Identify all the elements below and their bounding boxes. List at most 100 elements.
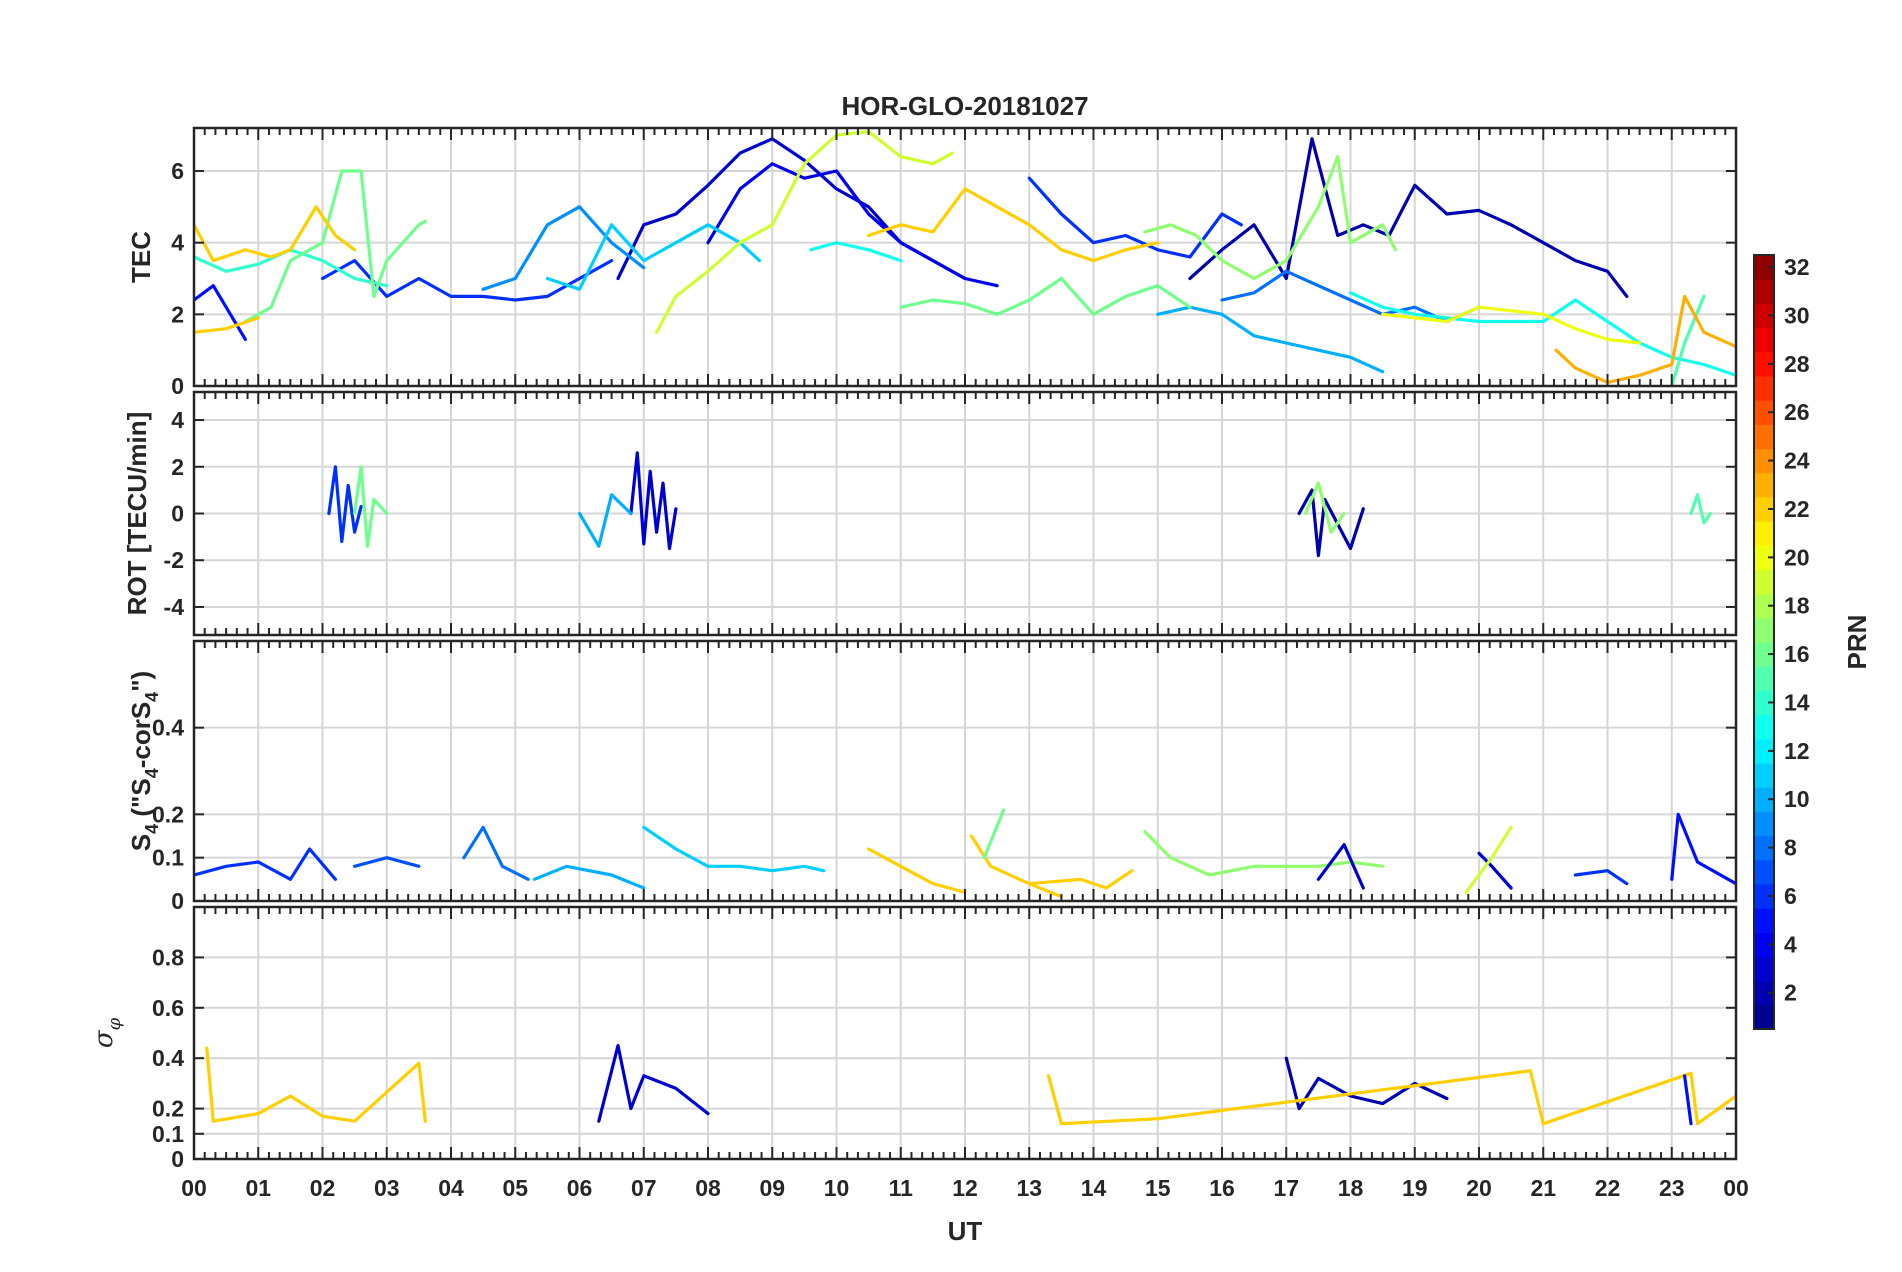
colorbar-tick-label: 14 — [1784, 689, 1810, 715]
y-tick-label: 4 — [171, 230, 184, 256]
x-tick-label: 22 — [1595, 1175, 1621, 1201]
colorbar-tick-label: 18 — [1784, 593, 1810, 619]
x-axis-label: UT — [948, 1216, 983, 1246]
y-tick-label: 6 — [171, 158, 184, 184]
x-tick-label: 08 — [695, 1175, 721, 1201]
colorbar-segment — [1754, 279, 1774, 304]
x-tick-label: 12 — [952, 1175, 978, 1201]
series-prn-22 — [969, 834, 1063, 899]
y-tick-label: 0.4 — [152, 715, 184, 741]
series-prn-3 — [629, 451, 678, 551]
x-tick-label: 14 — [1081, 1175, 1107, 1201]
series-prn-17 — [1143, 155, 1398, 281]
x-tick-label: 00 — [181, 1175, 207, 1201]
colorbar-segment — [1754, 375, 1774, 401]
x-tick-label: 15 — [1145, 1175, 1171, 1201]
series-prn-7 — [353, 856, 421, 868]
colorbar-tick-label: 16 — [1784, 641, 1810, 667]
series-prn-13 — [1348, 291, 1736, 377]
colorbar-segment — [1754, 714, 1774, 740]
x-tick-label: 01 — [245, 1175, 271, 1201]
x-tick-label: 03 — [374, 1175, 400, 1201]
y-tick-label: 0 — [171, 1146, 184, 1172]
series-prn-8 — [462, 825, 530, 881]
series-prn-5 — [194, 284, 247, 341]
axis-box — [192, 639, 1738, 903]
colorbar-segment — [1754, 666, 1774, 691]
series-prn-11 — [642, 825, 826, 873]
axis-box — [192, 905, 1738, 1161]
series-prn-2 — [1297, 488, 1365, 558]
colorbar-segment — [1754, 932, 1774, 958]
colorbar-tick-label: 8 — [1784, 835, 1797, 861]
series-prn-4 — [706, 162, 999, 288]
colorbar-segment — [1754, 835, 1774, 861]
x-tick-label: 04 — [438, 1175, 464, 1201]
series-group — [205, 1044, 1736, 1126]
series-prn-6 — [327, 465, 363, 544]
colorbar-segment — [1754, 642, 1774, 667]
axis-box — [192, 126, 1738, 388]
colorbar-segment — [1754, 883, 1774, 909]
series-prn-16 — [899, 276, 1192, 316]
y-tick-label: 0 — [171, 501, 184, 527]
series-prn-22 — [867, 847, 967, 894]
colorbar-tick-label: 24 — [1784, 448, 1810, 474]
series-prn-11 — [545, 223, 761, 291]
colorbar-tick-label: 28 — [1784, 351, 1810, 377]
series-prn-6 — [194, 847, 337, 881]
colorbar-segment — [1754, 424, 1774, 450]
chart-title: HOR-GLO-20181027 — [841, 91, 1088, 121]
colorbar-segment — [1754, 569, 1774, 595]
series-prn-10 — [577, 493, 633, 548]
series-prn-5 — [1670, 812, 1736, 886]
colorbar-segment — [1754, 400, 1774, 425]
series-prn-16 — [243, 169, 427, 324]
y-tick-label: 0.1 — [152, 1121, 184, 1147]
colorbar-segment — [1754, 811, 1774, 837]
colorbar-tick-label: 32 — [1784, 254, 1810, 280]
series-group — [194, 808, 1736, 899]
series-prn-16 — [353, 465, 389, 548]
colorbar-frame — [1753, 254, 1775, 1030]
colorbar-segment — [1754, 448, 1774, 474]
colorbar-tick-label: 30 — [1784, 302, 1810, 328]
series-prn-22 — [867, 187, 1160, 263]
series-prn-10 — [532, 864, 646, 890]
y-axis-label: TEC — [126, 231, 156, 283]
colorbar-segment — [1754, 738, 1774, 764]
series-prn-9 — [481, 205, 646, 291]
colorbar-segment — [1754, 980, 1774, 1006]
series-prn-6 — [1027, 176, 1243, 259]
series-prn-22 — [1046, 1069, 1736, 1126]
colorbar-segment — [1754, 303, 1774, 329]
x-tick-label: 13 — [1016, 1175, 1042, 1201]
panel-tec: 0 2 4 6 TEC — [126, 126, 1738, 399]
x-tick-label: 17 — [1273, 1175, 1299, 1201]
series-prn-2 — [1284, 1056, 1449, 1111]
colorbar-segment — [1754, 762, 1774, 788]
x-tick-label: 02 — [310, 1175, 336, 1201]
colorbar-tick-label: 12 — [1784, 738, 1810, 764]
colorbar-tick-label: 2 — [1784, 980, 1797, 1006]
colorbar-segment — [1754, 472, 1774, 498]
colorbar-segment — [1754, 255, 1774, 280]
y-tick-label: 2 — [171, 454, 184, 480]
colorbar-tick-label: 20 — [1784, 544, 1810, 570]
series-prn-3 — [597, 1044, 710, 1123]
x-tick-label: 21 — [1530, 1175, 1556, 1201]
colorbar-segment — [1754, 787, 1774, 812]
y-tick-label: 4 — [171, 407, 184, 433]
series-prn-22 — [205, 1046, 427, 1123]
x-tick-label: 16 — [1209, 1175, 1235, 1201]
colorbar-segment — [1754, 1004, 1774, 1030]
colorbar-segment — [1754, 496, 1774, 522]
series-prn-22 — [194, 316, 260, 334]
series-prn-5 — [1683, 1074, 1693, 1126]
x-tick-label: 07 — [631, 1175, 657, 1201]
series-prn-3 — [1316, 843, 1365, 890]
colorbar-tick-label: 26 — [1784, 399, 1810, 425]
x-tick-label: 06 — [567, 1175, 593, 1201]
series-prn-19 — [655, 130, 954, 334]
